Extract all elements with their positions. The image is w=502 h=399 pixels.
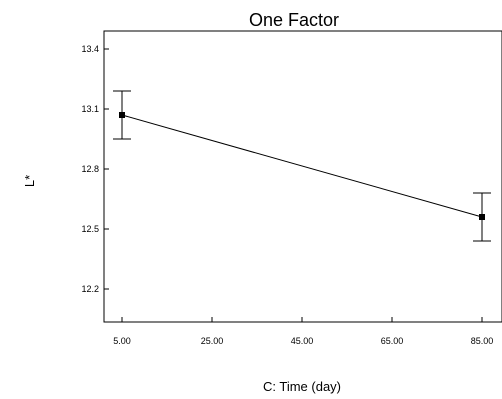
- y-tick-label: 13.4: [81, 44, 99, 54]
- x-tick-label: 5.00: [113, 336, 131, 346]
- y-tick-label: 13.1: [81, 104, 99, 114]
- y-tick-label: 12.8: [81, 164, 99, 174]
- x-tick-label: 65.00: [381, 336, 404, 346]
- data-point: [113, 90, 131, 140]
- x-axis-label: C: Time (day): [263, 379, 341, 394]
- x-axis: 5.00 25.00 45.00 65.00 85.00: [113, 317, 493, 346]
- data-point: [473, 192, 491, 242]
- x-tick-label: 85.00: [471, 336, 494, 346]
- y-tick-label: 12.5: [81, 224, 99, 234]
- x-tick-label: 45.00: [291, 336, 314, 346]
- trend-line: [121, 114, 483, 218]
- y-tick-label: 12.2: [81, 284, 99, 294]
- plot-frame: [103, 30, 502, 323]
- point-marker: [479, 214, 485, 220]
- y-axis-label: L*: [22, 175, 37, 187]
- x-tick-label: 25.00: [201, 336, 224, 346]
- y-axis: 12.2 12.5 12.8 13.1 13.4: [81, 44, 109, 294]
- series-line: [113, 90, 491, 242]
- point-marker: [119, 112, 125, 118]
- chart-title: One Factor: [249, 10, 339, 30]
